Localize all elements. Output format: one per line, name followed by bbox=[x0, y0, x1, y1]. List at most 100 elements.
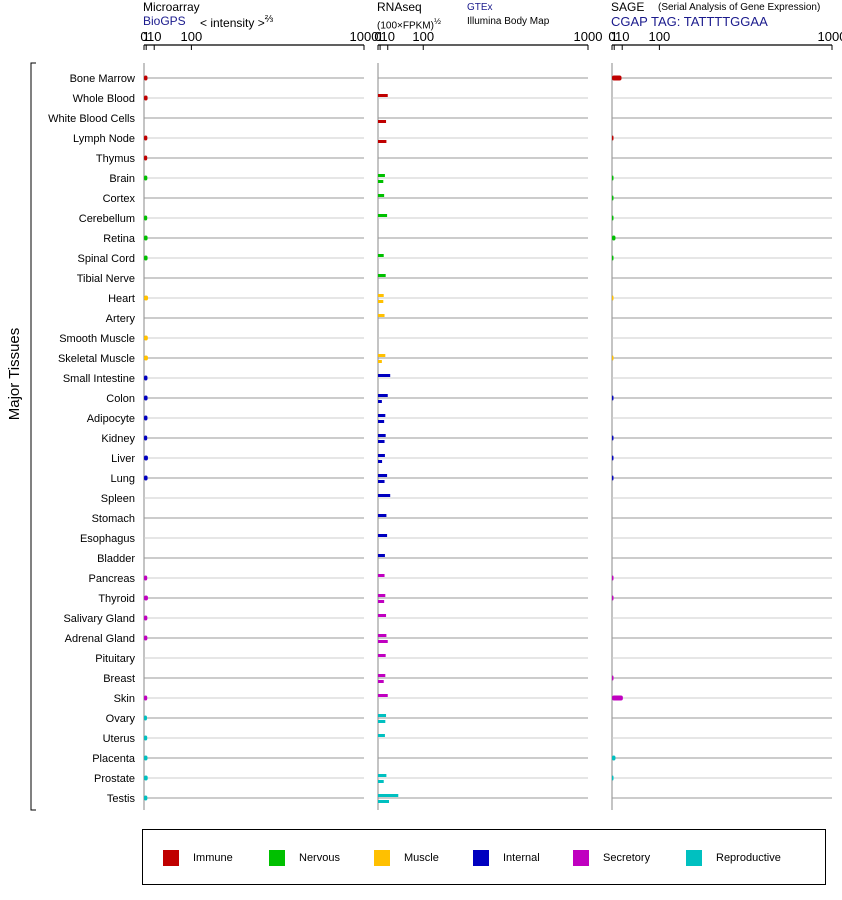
legend-swatch-reproductive bbox=[686, 850, 702, 866]
illumina-bar bbox=[378, 780, 384, 783]
panel-0-tick-label: 1 bbox=[143, 29, 150, 44]
legend: Immune Nervous Muscle Internal Secretory… bbox=[142, 829, 826, 885]
sage-bar bbox=[612, 695, 623, 701]
category-label: Esophagus bbox=[80, 533, 136, 545]
y-axis-bracket bbox=[30, 62, 36, 811]
microarray-source: BioGPS bbox=[143, 14, 186, 28]
microarray-bar bbox=[144, 355, 148, 361]
microarray-bar bbox=[144, 615, 148, 621]
microarray-unit-text: < intensity > bbox=[200, 16, 265, 30]
gtex-bar bbox=[378, 634, 387, 637]
category-label: Smooth Muscle bbox=[59, 333, 135, 345]
microarray-bar bbox=[144, 435, 148, 441]
illumina-bar bbox=[378, 120, 387, 123]
category-label: Placenta bbox=[92, 753, 136, 765]
microarray-bar bbox=[144, 455, 148, 461]
panel-2-tick-label: 100 bbox=[649, 29, 671, 44]
sage-title: SAGE bbox=[611, 0, 645, 14]
microarray-bar bbox=[144, 175, 148, 181]
category-label: Whole Blood bbox=[73, 93, 135, 105]
sage-bar bbox=[612, 175, 614, 181]
microarray-unit: < intensity >⅔ bbox=[200, 14, 273, 30]
sage-bar bbox=[612, 755, 616, 761]
category-label: Tibial Nerve bbox=[77, 273, 135, 285]
legend-label-internal: Internal bbox=[503, 852, 540, 864]
gtex-bar bbox=[378, 194, 385, 197]
rnaseq-title: RNAseq bbox=[377, 0, 422, 14]
category-label: Brain bbox=[109, 173, 135, 185]
category-label: Pancreas bbox=[89, 573, 136, 585]
illumina-bar bbox=[378, 600, 385, 603]
gtex-bar bbox=[378, 534, 388, 537]
panel-0-tick-label: 100 bbox=[181, 29, 203, 44]
gtex-bar bbox=[378, 94, 388, 97]
gtex-bar bbox=[378, 554, 385, 557]
rnaseq-exponent: ½ bbox=[433, 16, 441, 26]
microarray-bar bbox=[144, 635, 148, 641]
panel-0-tick-label: 0 bbox=[140, 29, 147, 44]
sage-bar bbox=[612, 215, 614, 221]
microarray-bar bbox=[144, 255, 148, 261]
panel-1-tick-label: 0 bbox=[374, 29, 381, 44]
category-label: White Blood Cells bbox=[48, 113, 135, 125]
gtex-bar bbox=[378, 314, 385, 317]
panel-1-tick-label: 100 bbox=[412, 29, 434, 44]
microarray-title: Microarray bbox=[143, 0, 200, 14]
microarray-bar bbox=[144, 295, 149, 301]
sage-bar bbox=[612, 775, 614, 781]
legend-label-secretory: Secretory bbox=[603, 852, 651, 864]
gtex-bar bbox=[378, 714, 387, 717]
panel-2-tick-label: 10 bbox=[615, 29, 629, 44]
gtex-bar bbox=[378, 594, 386, 597]
category-label: Stomach bbox=[92, 513, 135, 525]
gtex-bar bbox=[378, 494, 391, 497]
category-label: Adrenal Gland bbox=[65, 633, 135, 645]
illumina-bar bbox=[378, 180, 384, 183]
microarray-bar bbox=[144, 715, 148, 721]
legend-label-reproductive: Reproductive bbox=[716, 852, 781, 864]
microarray-bar bbox=[144, 795, 148, 801]
panel-2-tick-label: 0 bbox=[608, 29, 615, 44]
microarray-bar bbox=[144, 135, 148, 141]
category-label: Artery bbox=[106, 313, 136, 325]
gtex-bar bbox=[378, 674, 386, 677]
category-label: Breast bbox=[103, 673, 135, 685]
gtex-bar bbox=[378, 514, 387, 517]
legend-swatch-nervous bbox=[269, 850, 285, 866]
legend-item-muscle: Muscle bbox=[374, 850, 439, 866]
illumina-bar bbox=[378, 360, 382, 363]
category-label: Colon bbox=[106, 393, 135, 405]
gtex-bar bbox=[378, 414, 386, 417]
gtex-bar bbox=[378, 774, 387, 777]
category-label: Bladder bbox=[97, 553, 135, 565]
sage-description: (Serial Analysis of Gene Expression) bbox=[658, 2, 821, 13]
microarray-bar bbox=[144, 595, 148, 601]
category-label: Adipocyte bbox=[87, 413, 135, 425]
microarray-bar bbox=[144, 375, 148, 381]
gtex-bar bbox=[378, 574, 385, 577]
sage-bar bbox=[612, 475, 614, 481]
category-label: Spinal Cord bbox=[78, 253, 135, 265]
rnaseq-unit: (100×FPKM)½ bbox=[377, 16, 441, 31]
microarray-bar bbox=[144, 735, 148, 741]
sage-bar bbox=[612, 395, 614, 401]
gtex-bar bbox=[378, 654, 386, 657]
gtex-bar bbox=[378, 794, 399, 797]
microarray-bar bbox=[144, 415, 148, 421]
illumina-bar bbox=[378, 680, 384, 683]
microarray-bar bbox=[144, 95, 148, 101]
legend-swatch-muscle bbox=[374, 850, 390, 866]
panel-1-tick-label: 1 bbox=[376, 29, 383, 44]
gtex-bar bbox=[378, 174, 385, 177]
category-label: Ovary bbox=[106, 713, 136, 725]
legend-label-muscle: Muscle bbox=[404, 852, 439, 864]
category-label: Testis bbox=[107, 793, 136, 805]
legend-label-nervous: Nervous bbox=[299, 852, 340, 864]
panel-0-tick-label: 1000 bbox=[350, 29, 379, 44]
category-label: Small Intestine bbox=[63, 373, 135, 385]
gtex-bar bbox=[378, 454, 385, 457]
gtex-bar bbox=[378, 274, 386, 277]
gtex-bar bbox=[378, 254, 384, 257]
category-label: Liver bbox=[111, 453, 135, 465]
microarray-bar bbox=[144, 395, 148, 401]
